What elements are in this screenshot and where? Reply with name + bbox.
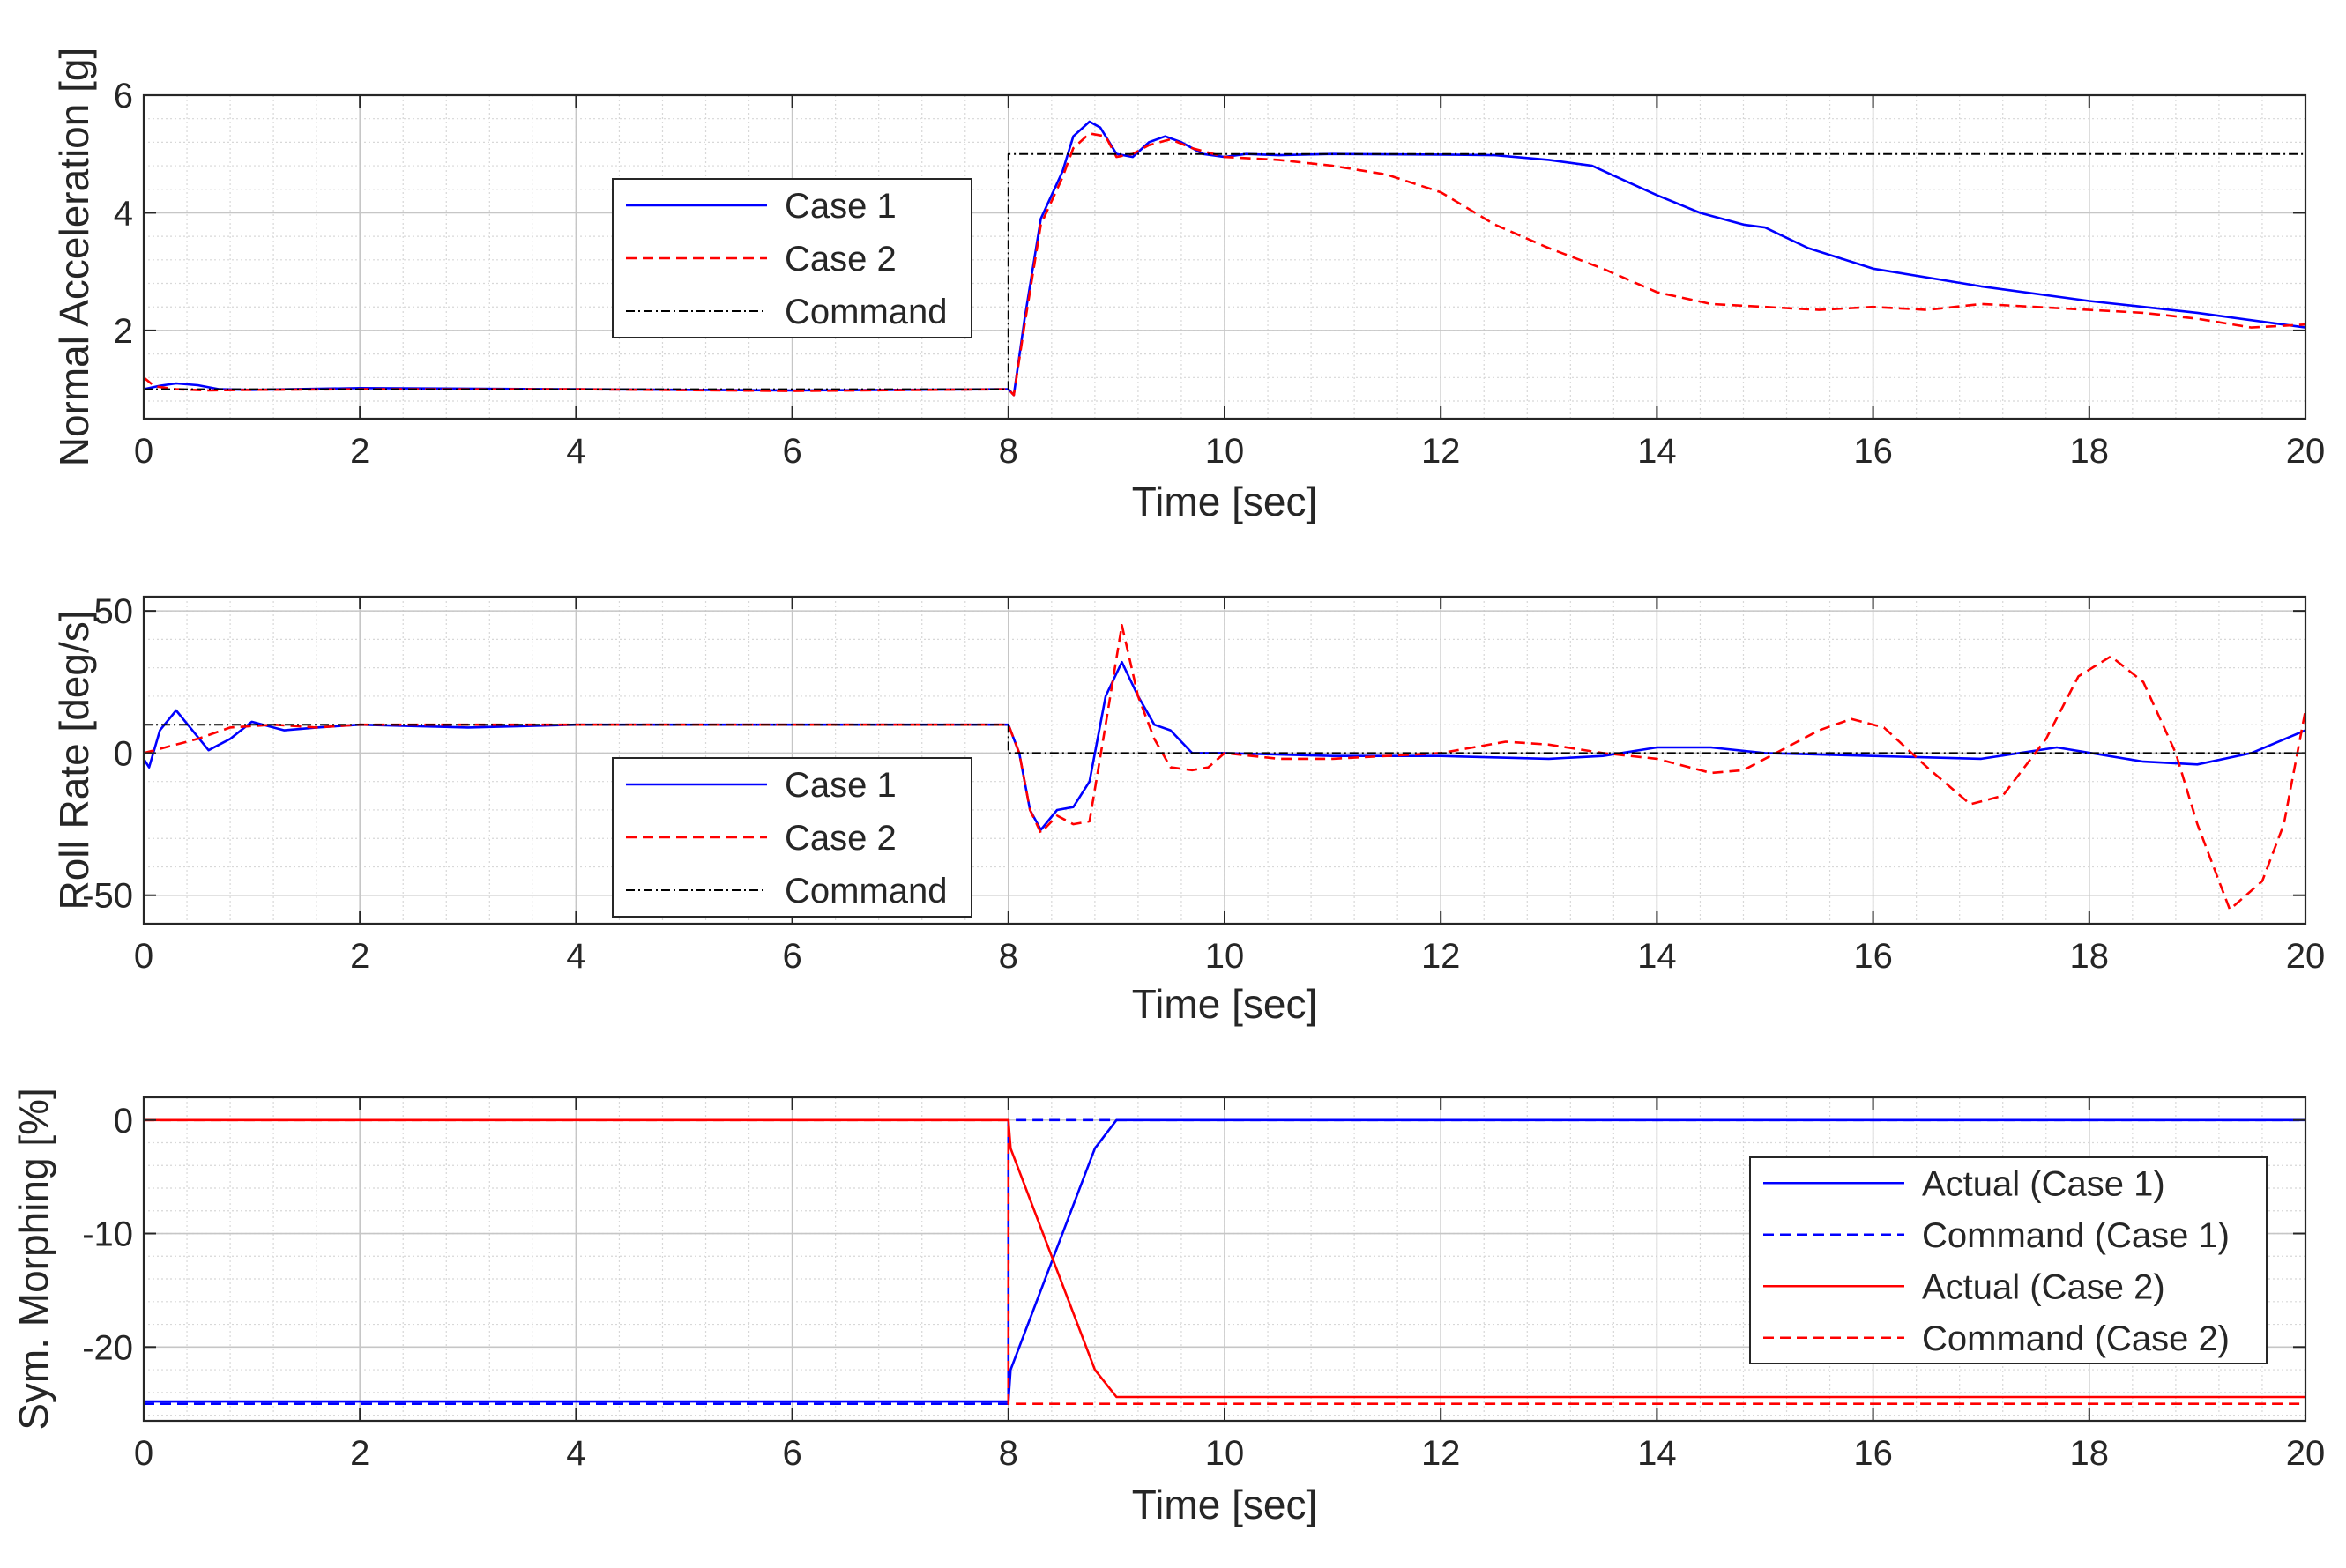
x-tick-label: 8 xyxy=(999,1434,1018,1473)
legend-label: Case 1 xyxy=(785,187,897,226)
y-tick-label: -10 xyxy=(82,1215,133,1254)
legend-label: Command (Case 2) xyxy=(1922,1319,2230,1358)
legend: Actual (Case 1) Command (Case 1) Actual (C… xyxy=(1749,1156,2268,1364)
y-axis-label: Sym. Morphing [%] xyxy=(11,1088,56,1431)
x-tick-label: 20 xyxy=(2286,1434,2326,1473)
y-axis-label: Normal Acceleration [g] xyxy=(51,48,97,467)
y-tick-label: 50 xyxy=(94,592,134,631)
x-tick-label: 10 xyxy=(1205,432,1245,471)
series-line-command-case-2- xyxy=(144,1118,2305,1405)
legend-label: Case 2 xyxy=(785,240,897,279)
legend-label: Case 1 xyxy=(785,766,897,805)
series-group xyxy=(144,623,2305,911)
series-line-command xyxy=(144,152,2305,390)
x-tick-label: 4 xyxy=(566,1434,585,1473)
series-line-case-1 xyxy=(144,660,2305,831)
y-tick-label: 2 xyxy=(114,312,133,351)
x-tick-label: 8 xyxy=(999,937,1018,976)
x-tick-label: 4 xyxy=(566,937,585,976)
x-tick-label: 16 xyxy=(1853,432,1893,471)
chart-panel-3: 0 2 4 6 8 10 12 14 16 18 20 -20 -10 0 Time [sec] Sym. M… xyxy=(11,1088,2325,1527)
x-axis-label: Time [sec] xyxy=(1132,981,1317,1027)
x-tick-label: 0 xyxy=(134,937,153,976)
x-tick-label: 6 xyxy=(782,937,801,976)
series-line-case-2 xyxy=(144,132,2305,397)
y-axis-label: Roll Rate [deg/s] xyxy=(51,610,97,910)
legend: Case 1 Case 2 Command xyxy=(612,757,972,918)
x-tick-label: 18 xyxy=(2070,937,2110,976)
y-tick-label: -20 xyxy=(82,1328,133,1367)
legend-label: Command (Case 1) xyxy=(1922,1216,2230,1255)
x-tick-label: 10 xyxy=(1205,937,1245,976)
x-tick-label: 20 xyxy=(2286,937,2326,976)
x-tick-label: 10 xyxy=(1205,1434,1245,1473)
x-tick-label: 16 xyxy=(1853,1434,1893,1473)
x-tick-label: 2 xyxy=(350,432,369,471)
legend-label: Actual (Case 2) xyxy=(1922,1267,2165,1306)
legend-label: Command xyxy=(785,872,948,910)
legend-label: Case 2 xyxy=(785,819,897,858)
legend-label: Command xyxy=(785,293,948,331)
x-tick-label: 18 xyxy=(2070,432,2110,471)
series-group xyxy=(144,1118,2305,1405)
x-tick-label: 6 xyxy=(782,432,801,471)
x-tick-label: 0 xyxy=(134,432,153,471)
x-tick-label: 0 xyxy=(134,1434,153,1473)
y-tick-label: 4 xyxy=(114,194,133,233)
x-tick-label: 4 xyxy=(566,432,585,471)
x-axis-label: Time [sec] xyxy=(1132,1482,1317,1527)
legend-box xyxy=(1749,1156,2268,1364)
y-tick-label: -50 xyxy=(82,877,133,916)
series-line-case-2 xyxy=(144,623,2305,911)
legend-label: Actual (Case 1) xyxy=(1922,1164,2165,1203)
y-tick-label: 0 xyxy=(114,734,133,773)
x-tick-label: 12 xyxy=(1421,1434,1461,1473)
x-tick-label: 14 xyxy=(1637,937,1677,976)
y-tick-label: 6 xyxy=(114,77,133,115)
x-tick-label: 6 xyxy=(782,1434,801,1473)
series-line-command xyxy=(144,724,2305,754)
y-tick-label: 0 xyxy=(114,1102,133,1141)
x-tick-label: 16 xyxy=(1853,937,1893,976)
x-tick-label: 20 xyxy=(2286,432,2326,471)
x-axis-label: Time [sec] xyxy=(1132,479,1317,524)
series-group xyxy=(144,120,2305,397)
x-tick-label: 12 xyxy=(1421,432,1461,471)
x-tick-label: 18 xyxy=(2070,1434,2110,1473)
x-tick-label: 8 xyxy=(999,432,1018,471)
x-tick-label: 14 xyxy=(1637,432,1677,471)
x-tick-label: 12 xyxy=(1421,937,1461,976)
legend: Case 1 Case 2 Command xyxy=(612,178,972,338)
x-tick-label: 14 xyxy=(1637,1434,1677,1473)
x-tick-label: 2 xyxy=(350,1434,369,1473)
x-tick-label: 2 xyxy=(350,937,369,976)
chart-panel-1: 0 2 4 6 8 10 12 14 16 18 20 2 4 6 Time [sec] Normal Acc… xyxy=(51,48,2325,524)
